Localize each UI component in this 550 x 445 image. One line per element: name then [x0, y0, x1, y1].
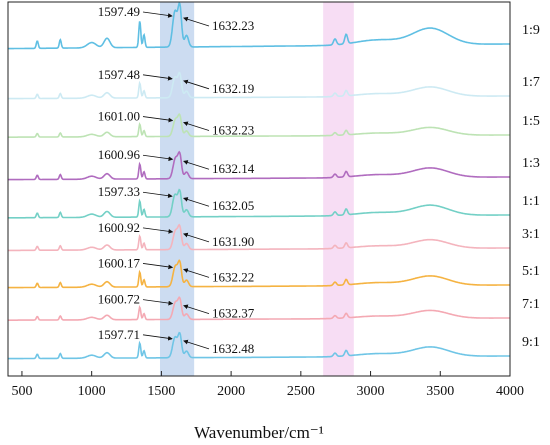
series-label-1-9: 1:9	[522, 23, 540, 38]
peak-arrow-right-9-1	[183, 339, 210, 350]
peak-label-right-9-1: 1632.48	[212, 341, 254, 356]
peak-label-left-1-1: 1597.33	[98, 184, 140, 199]
x-axis: 500 1000 1500 2000 2500 3000 3500 4000	[11, 371, 524, 399]
x-tick-label-3000: 3000	[357, 384, 385, 399]
x-tick-label-2500: 2500	[287, 384, 315, 399]
trace-1-3	[8, 150, 510, 181]
series-label-1-7: 1:7	[522, 75, 540, 90]
peak-label-left-1-5: 1601.00	[98, 109, 140, 124]
peak-label-right-5-1: 1632.22	[212, 269, 254, 284]
trace-1-7	[8, 71, 510, 100]
x-tick-label-2000: 2000	[217, 384, 245, 399]
peak-label-left-1-3: 1600.96	[98, 147, 141, 162]
peak-label-right-1-7: 1632.19	[212, 81, 254, 96]
trace-3-1	[8, 223, 510, 252]
x-tick-label-1000: 1000	[78, 384, 106, 399]
series-label-3-1: 3:1	[522, 227, 540, 242]
peak-label-right-1-5: 1632.23	[212, 123, 254, 138]
series-labels: 1:9 1:7 1:5 1:3 1:1 3:1 5:1 7:1 9:1	[522, 23, 540, 350]
peak-label-left-1-9: 1597.49	[98, 4, 140, 19]
x-tick-label-4000: 4000	[496, 384, 524, 399]
x-axis-label: Wavenumber/cm⁻¹	[194, 423, 324, 442]
highlight-band-2	[323, 2, 354, 376]
series-label-7-1: 7:1	[522, 297, 540, 312]
peak-label-left-1-7: 1597.48	[98, 67, 140, 82]
peak-arrow-right-1-9	[183, 16, 210, 27]
series-label-1-5: 1:5	[522, 114, 540, 129]
series-label-1-1: 1:1	[522, 194, 540, 209]
peak-arrow-left-1-1	[142, 191, 173, 199]
peak-arrow-left-1-9	[142, 11, 173, 18]
peak-arrow-left-9-1	[142, 334, 173, 341]
peak-label-right-1-3: 1632.14	[212, 161, 255, 176]
x-tick-label-3500: 3500	[426, 384, 454, 399]
peak-arrow-right-7-1	[183, 304, 210, 314]
peak-arrow-left-7-1	[142, 299, 174, 306]
trace-9-1	[8, 331, 510, 360]
trace-1-9	[8, 1, 510, 50]
peak-label-right-7-1: 1632.37	[212, 306, 255, 321]
spectrum-traces	[8, 1, 510, 360]
peak-label-left-3-1: 1600.92	[98, 220, 140, 235]
peak-arrow-right-1-5	[183, 121, 210, 131]
highlight-bands	[159, 2, 354, 376]
trace-5-1	[8, 259, 510, 289]
peak-arrow-right-5-1	[183, 268, 210, 278]
peak-label-left-7-1: 1600.72	[98, 292, 140, 307]
peak-arrow-left-5-1	[142, 263, 174, 270]
peak-label-right-3-1: 1631.90	[212, 234, 254, 249]
series-label-5-1: 5:1	[522, 264, 540, 279]
peak-arrow-right-1-1	[183, 197, 210, 207]
peak-arrow-left-1-7	[142, 74, 173, 81]
peak-arrow-right-3-1	[183, 232, 210, 243]
plot-frame	[7, 1, 511, 377]
peak-arrow-left-3-1	[142, 227, 174, 234]
peak-arrow-right-1-7	[183, 79, 210, 90]
highlight-band-1	[159, 2, 195, 376]
peak-label-right-1-1: 1632.05	[212, 198, 254, 213]
trace-1-5	[8, 112, 510, 138]
series-label-1-3: 1:3	[522, 156, 540, 171]
trace-7-1	[8, 296, 510, 321]
trace-1-1	[8, 188, 510, 219]
peak-arrow-right-1-3	[183, 160, 210, 170]
peak-annotations: 1597.49 1632.23 1597.48 1632.19 1601.00 1632.…	[98, 4, 255, 356]
peak-arrow-left-1-5	[142, 116, 174, 123]
series-label-9-1: 9:1	[522, 335, 540, 350]
x-tick-label-1500: 1500	[147, 384, 175, 399]
peak-label-left-9-1: 1597.71	[98, 327, 140, 342]
peak-label-right-1-9: 1632.23	[212, 18, 254, 33]
x-tick-label-500: 500	[11, 384, 32, 399]
peak-label-left-5-1: 1600.17	[98, 255, 141, 270]
peak-arrow-left-1-3	[142, 154, 174, 162]
